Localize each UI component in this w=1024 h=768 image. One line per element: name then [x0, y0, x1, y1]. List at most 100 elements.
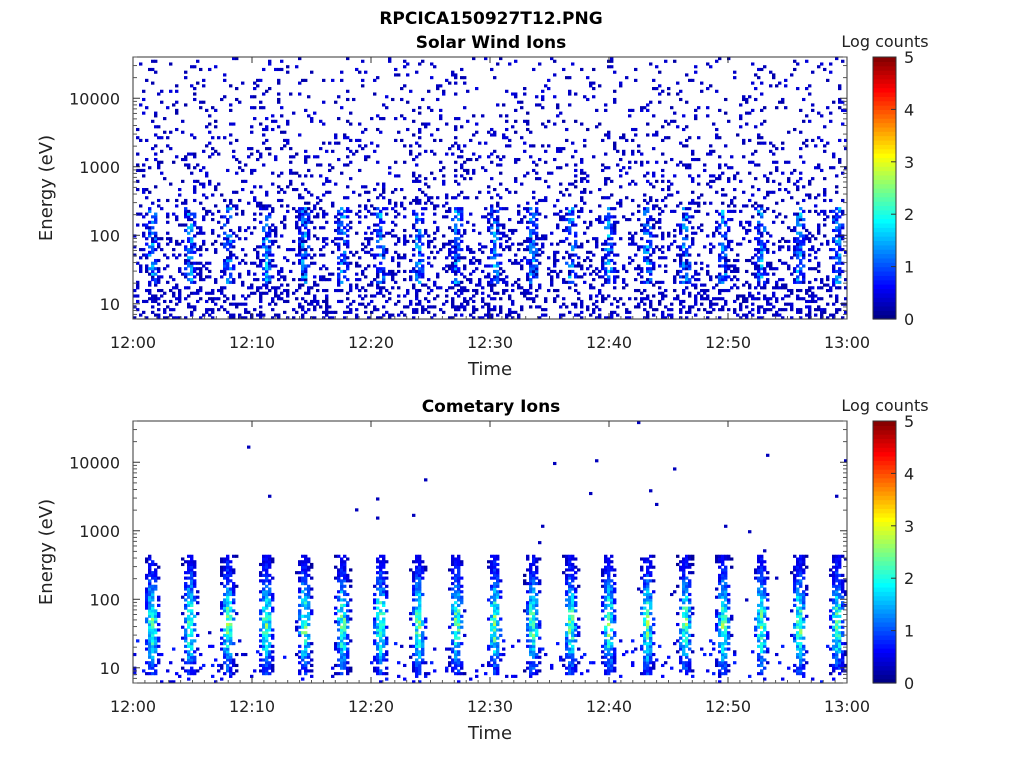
heatmap-cell: [658, 299, 662, 304]
heatmap-cell: [268, 644, 272, 648]
heatmap-cell: [193, 97, 197, 102]
heatmap-cell: [166, 316, 170, 320]
heatmap-cell: [433, 237, 437, 241]
heatmap-cell: [838, 239, 842, 243]
heatmap-cell: [148, 622, 152, 627]
heatmap-cell: [343, 239, 347, 243]
y-tick-label: 100: [89, 226, 120, 245]
heatmap-cell: [262, 592, 266, 597]
heatmap-cell: [148, 209, 152, 213]
heatmap-cell: [553, 95, 557, 99]
heatmap-cell: [424, 182, 428, 186]
heatmap-cell: [454, 174, 458, 178]
heatmap-cell: [643, 223, 647, 227]
heatmap-cell: [265, 625, 269, 629]
heatmap-cell: [763, 106, 767, 110]
heatmap-cell: [391, 272, 395, 276]
heatmap-cell: [214, 250, 218, 254]
heatmap-cell: [223, 628, 227, 632]
heatmap-cell: [457, 147, 461, 151]
heatmap-cell: [598, 316, 602, 320]
heatmap-cell: [532, 245, 536, 249]
heatmap-cell: [499, 297, 503, 301]
heatmap-cell: [298, 302, 302, 306]
heatmap-cell: [451, 261, 455, 265]
heatmap-cell: [562, 218, 566, 222]
heatmap-cell: [178, 267, 182, 271]
heatmap-cell: [265, 231, 269, 235]
heatmap-cell: [376, 269, 380, 274]
heatmap-cell: [193, 595, 197, 599]
heatmap-cell: [643, 209, 647, 213]
heatmap-cell: [754, 97, 758, 102]
heatmap-cell: [718, 275, 722, 279]
heatmap-cell: [343, 196, 347, 200]
heatmap-cell: [202, 193, 206, 197]
heatmap-cell: [376, 212, 380, 216]
heatmap-cell: [763, 174, 767, 178]
heatmap-cell: [481, 166, 485, 170]
heatmap-cell: [454, 209, 458, 213]
heatmap-cell: [262, 242, 266, 246]
heatmap-cell: [157, 636, 161, 640]
heatmap-cell: [562, 119, 566, 123]
heatmap-cell: [262, 568, 266, 572]
heatmap-cell: [823, 193, 827, 197]
heatmap-cell: [748, 138, 752, 143]
heatmap-cell: [490, 256, 494, 260]
heatmap-cell: [733, 204, 737, 208]
heatmap-cell: [217, 663, 221, 668]
heatmap-cell: [193, 250, 197, 254]
heatmap-cell: [340, 223, 344, 227]
heatmap-cell: [202, 215, 206, 219]
heatmap-cell: [526, 171, 530, 175]
heatmap-cell: [640, 245, 644, 249]
heatmap-cell: [511, 92, 515, 96]
heatmap-cell: [643, 231, 647, 235]
heatmap-cell: [649, 253, 653, 257]
heatmap-cell: [559, 269, 563, 274]
heatmap-cell: [481, 291, 485, 295]
heatmap-cell: [172, 294, 176, 298]
heatmap-cell: [664, 288, 668, 293]
heatmap-cell: [190, 248, 194, 252]
heatmap-cell: [718, 280, 722, 284]
heatmap-cell: [529, 283, 533, 287]
heatmap-cell: [421, 272, 425, 276]
heatmap-cell: [499, 207, 503, 211]
heatmap-cell: [262, 267, 266, 271]
heatmap-cell: [664, 264, 668, 268]
heatmap-cell: [799, 250, 803, 254]
heatmap-cell: [445, 201, 449, 205]
heatmap-cell: [388, 231, 392, 235]
heatmap-cell: [379, 220, 383, 224]
heatmap-cell: [187, 286, 191, 290]
heatmap-cell: [259, 264, 263, 268]
heatmap-cell: [169, 62, 173, 66]
heatmap-cell: [316, 196, 320, 200]
heatmap-cell: [220, 288, 224, 293]
heatmap-cell: [445, 242, 449, 246]
heatmap-cell: [676, 223, 680, 227]
heatmap-cell: [688, 278, 692, 282]
heatmap-cell: [538, 286, 542, 290]
heatmap-cell: [628, 114, 632, 118]
heatmap-cell: [376, 76, 380, 80]
heatmap-cell: [496, 155, 500, 159]
heatmap-cell: [208, 155, 212, 159]
heatmap-cell: [778, 278, 782, 282]
heatmap-cell: [493, 283, 497, 287]
heatmap-cell: [544, 234, 548, 238]
heatmap-cell: [367, 250, 371, 254]
heatmap-cell: [265, 125, 269, 129]
heatmap-cell: [355, 149, 359, 153]
heatmap-cell: [607, 253, 611, 257]
heatmap-cell: [514, 108, 518, 112]
heatmap-cell: [400, 256, 404, 260]
heatmap-cell: [652, 223, 656, 227]
heatmap-cell: [673, 59, 677, 63]
heatmap-cell: [754, 226, 758, 230]
heatmap-cell: [154, 568, 158, 572]
heatmap-cell: [193, 275, 197, 279]
heatmap-cell: [643, 193, 647, 197]
